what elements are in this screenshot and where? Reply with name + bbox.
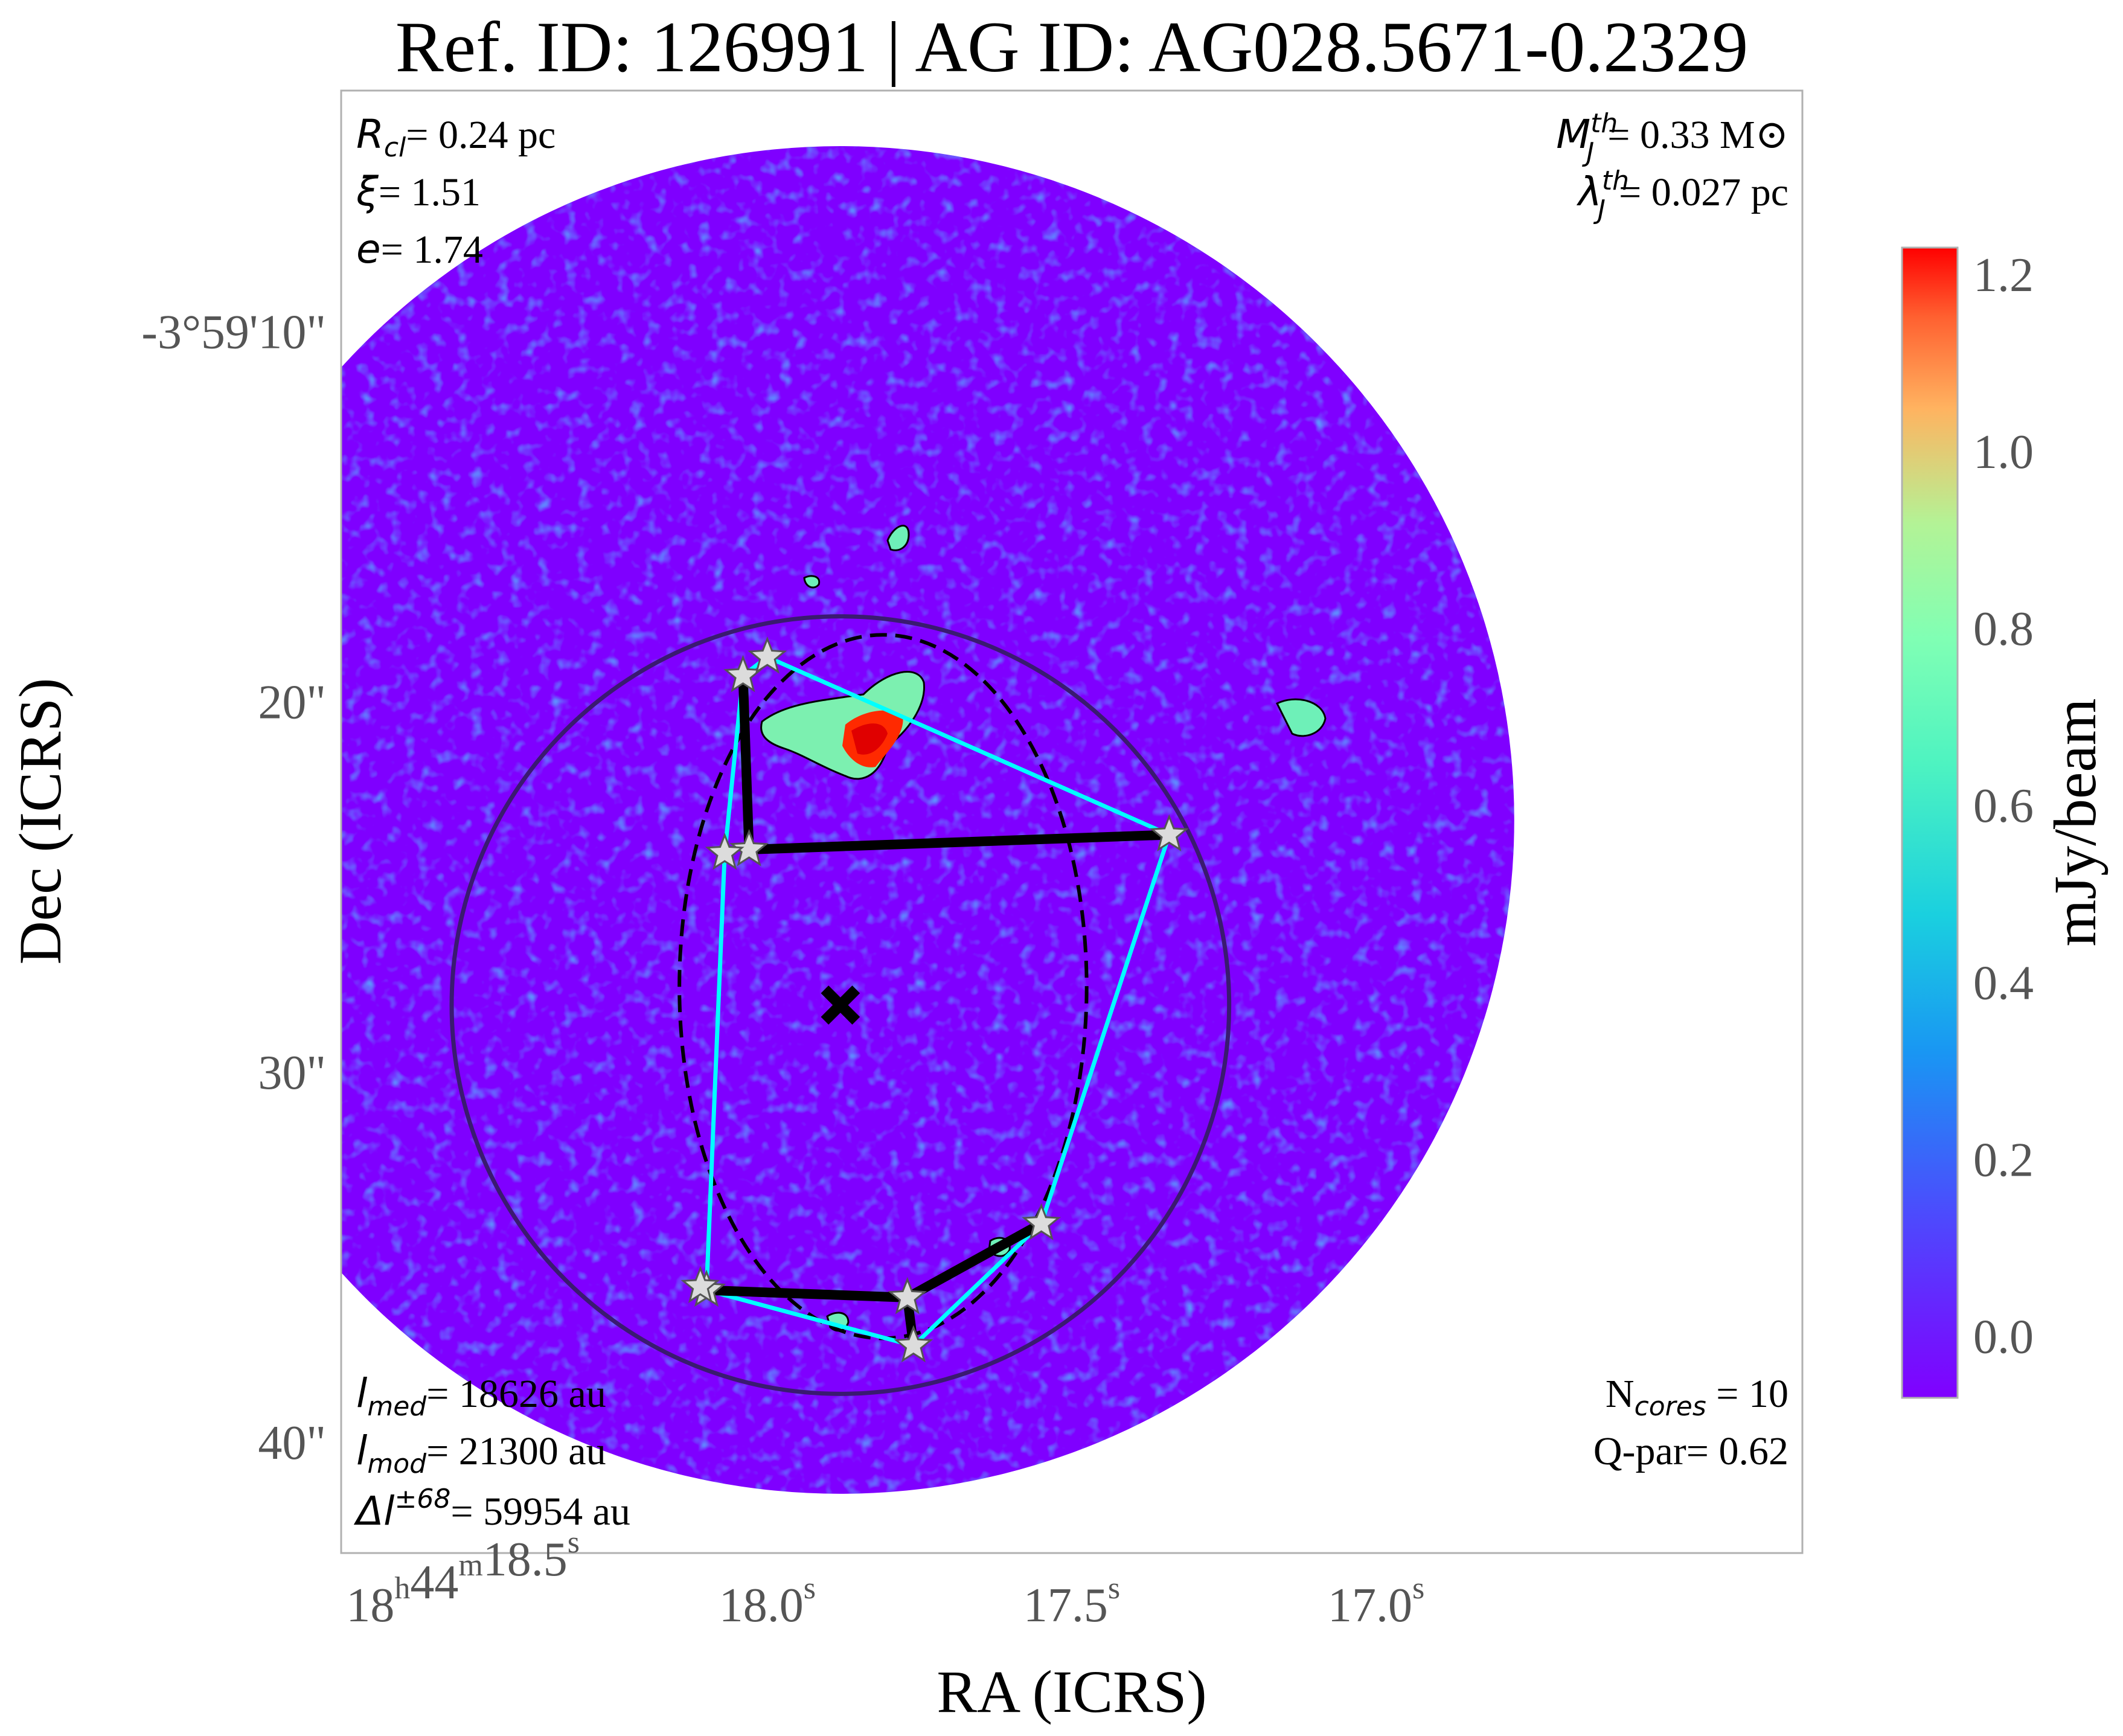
y-tick-label: 20" — [258, 676, 326, 729]
colorbar-label: mJy/beam — [2041, 698, 2109, 946]
annotation-top-left: Rcl= 0.24 pc ξ= 1.51 e= 1.74 — [356, 111, 556, 272]
x-tick-label: 17.0s — [1328, 1571, 1424, 1632]
y-axis-label: Dec (ICRS) — [7, 678, 74, 965]
annotation-lmod: lmod= 21300 au — [356, 1427, 606, 1479]
core-marker — [1149, 814, 1189, 852]
x-tick-label: 17.5s — [1023, 1571, 1120, 1632]
core-marker — [723, 655, 763, 693]
mst-edge — [902, 1219, 1046, 1302]
core-marker — [894, 1325, 933, 1363]
colorbar-tick-label: 0.8 — [1973, 603, 2034, 656]
core-marker — [748, 636, 787, 674]
annotation-dl: Δl±68= 59954 au — [353, 1484, 630, 1534]
x-tick-labels: 18h44m18.5s 18.0s 17.5s 17.0s — [346, 1525, 1424, 1632]
center-x-stroke — [821, 985, 860, 1025]
y-tick-label: -3°59'10" — [141, 306, 326, 359]
mst-edge — [744, 830, 1174, 854]
colorbar — [1901, 246, 1959, 1399]
hull-edge — [766, 655, 1170, 837]
y-tick-labels: -3°59'10" 20" 30" 40" — [141, 306, 326, 1470]
hull-edge — [704, 853, 727, 1290]
annotation-bottom-right: Ncores = 10 Q-par= 0.62 — [1593, 1372, 1788, 1473]
hull-edge — [706, 1288, 914, 1348]
annotation-ncores: Ncores = 10 — [1606, 1372, 1788, 1422]
plot-frame — [340, 89, 1804, 1554]
colorbar-tick-label: 0.0 — [1973, 1310, 2034, 1363]
cluster-circle — [449, 614, 1232, 1396]
annotation-jeans-length: λth J = 0.027 pc — [1577, 165, 1788, 225]
y-tick-label: 30" — [258, 1046, 326, 1100]
core-marker — [1022, 1203, 1062, 1240]
cores-layer — [680, 636, 1189, 1363]
core-marker — [705, 832, 744, 870]
x-axis-label: RA (ICRS) — [937, 1658, 1206, 1725]
annotation-bottom-left: lmed= 18626 au lmod= 21300 au Δl±68= 599… — [353, 1370, 630, 1534]
core-marker — [680, 1266, 720, 1304]
x-tick-label: 18h44m18.5s — [346, 1525, 580, 1632]
map-noise — [341, 146, 1514, 1494]
chart-title: Ref. ID: 126991 | AG ID: AG028.5671-0.23… — [395, 7, 1749, 87]
colorbar-ticks: 0.0 0.2 0.4 0.6 0.8 1.0 1.2 — [1973, 249, 2034, 1363]
x-tick-label: 18.0s — [719, 1571, 816, 1632]
colorbar-tick-label: 0.6 — [1973, 780, 2034, 833]
map-layer — [341, 146, 1514, 1494]
mst-edge — [738, 670, 754, 854]
colorbar-tick-label: 0.4 — [1973, 956, 2034, 1010]
annotation-e: e= 1.74 — [356, 226, 483, 272]
annotation-top-right: Mth J = 0.33 M⊙ λth J = 0.027 pc — [1556, 108, 1788, 225]
core-marker — [888, 1276, 927, 1315]
cluster-center-marker — [821, 985, 860, 1025]
colorbar-tick-label: 0.2 — [1973, 1133, 2034, 1187]
y-tick-label: 40" — [258, 1417, 326, 1470]
annotation-lmed: lmed= 18626 au — [356, 1370, 606, 1422]
core-marker — [729, 828, 769, 866]
annotation-rcl: Rcl= 0.24 pc — [356, 111, 556, 163]
hull-edge — [1039, 834, 1171, 1225]
annotation-qpar: Q-par= 0.62 — [1593, 1429, 1788, 1473]
annotation-jeans-mass: Mth J = 0.33 M⊙ — [1556, 108, 1788, 168]
mst-edge — [702, 1285, 912, 1302]
bright-emission-region — [760, 525, 1327, 1332]
colorbar-tick-label: 1.0 — [1973, 426, 2034, 479]
annotation-xi: ξ= 1.51 — [356, 168, 481, 215]
hull-edge — [912, 1222, 1043, 1348]
colorbar-tick-label: 1.2 — [1973, 249, 2034, 302]
